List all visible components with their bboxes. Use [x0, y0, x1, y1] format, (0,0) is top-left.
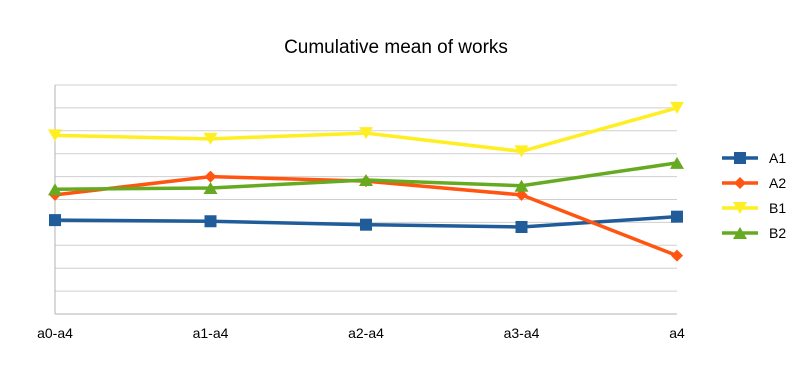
x-tick-label: a0-a4	[37, 325, 73, 341]
legend-item-a1: A1	[722, 150, 786, 166]
legend-label: A1	[769, 150, 786, 166]
data-point-marker	[734, 152, 746, 164]
x-tick-labels: a0-a4 a1-a4 a2-a4 a3-a4 a4	[37, 325, 685, 341]
legend-label: B1	[769, 200, 786, 216]
data-point-marker	[733, 227, 747, 239]
legend-item-b1: B1	[722, 200, 786, 216]
data-point-marker	[514, 179, 529, 192]
data-point-marker	[733, 202, 747, 214]
x-tick-label: a3-a4	[504, 325, 540, 341]
data-point-marker	[671, 249, 683, 262]
data-point-marker	[671, 210, 683, 223]
chart-title: Cumulative mean of works	[284, 37, 508, 58]
data-point-marker	[204, 215, 217, 228]
series-a1	[49, 210, 683, 233]
data-point-marker	[360, 218, 372, 231]
data-point-marker	[48, 183, 62, 196]
data-point-marker	[359, 174, 373, 187]
data-point-marker	[734, 177, 746, 189]
series-b2	[48, 156, 684, 196]
data-point-marker	[515, 220, 528, 233]
legend: A1 A2 B1 B2	[722, 150, 786, 241]
legend-item-b2: B2	[722, 225, 786, 241]
data-point-marker	[203, 182, 218, 195]
data-point-marker	[359, 127, 373, 140]
data-point-marker	[203, 132, 218, 145]
data-point-marker	[515, 188, 528, 201]
data-point-marker	[670, 156, 684, 169]
data-point-marker	[48, 129, 62, 142]
data-point-marker	[514, 145, 529, 158]
data-point-marker	[670, 101, 684, 114]
grid-lines	[54, 84, 677, 315]
series-group	[48, 101, 684, 262]
x-tick-label: a2-a4	[348, 325, 384, 341]
x-tick-label: a4	[669, 325, 685, 341]
x-tick-label: a1-a4	[193, 325, 229, 341]
series-b1	[48, 101, 684, 158]
legend-label: A2	[769, 175, 786, 191]
data-point-marker	[49, 214, 61, 227]
legend-label: B2	[769, 225, 786, 241]
data-point-marker	[204, 170, 217, 183]
legend-item-a2: A2	[722, 175, 786, 191]
